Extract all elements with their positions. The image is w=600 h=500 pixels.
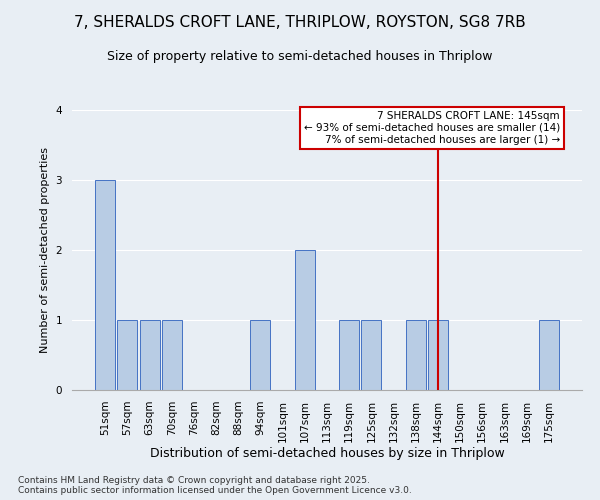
Bar bbox=[428, 320, 448, 390]
Bar bbox=[539, 320, 559, 390]
Bar bbox=[140, 320, 160, 390]
Bar bbox=[118, 320, 137, 390]
Text: Size of property relative to semi-detached houses in Thriplow: Size of property relative to semi-detach… bbox=[107, 50, 493, 63]
Text: Contains HM Land Registry data © Crown copyright and database right 2025.
Contai: Contains HM Land Registry data © Crown c… bbox=[18, 476, 412, 495]
Bar bbox=[95, 180, 115, 390]
Text: 7 SHERALDS CROFT LANE: 145sqm
← 93% of semi-detached houses are smaller (14)
7% : 7 SHERALDS CROFT LANE: 145sqm ← 93% of s… bbox=[304, 112, 560, 144]
Bar bbox=[406, 320, 426, 390]
Bar bbox=[361, 320, 382, 390]
Bar bbox=[339, 320, 359, 390]
Bar bbox=[162, 320, 182, 390]
Y-axis label: Number of semi-detached properties: Number of semi-detached properties bbox=[40, 147, 50, 353]
Bar bbox=[250, 320, 271, 390]
X-axis label: Distribution of semi-detached houses by size in Thriplow: Distribution of semi-detached houses by … bbox=[149, 448, 505, 460]
Bar bbox=[295, 250, 315, 390]
Text: 7, SHERALDS CROFT LANE, THRIPLOW, ROYSTON, SG8 7RB: 7, SHERALDS CROFT LANE, THRIPLOW, ROYSTO… bbox=[74, 15, 526, 30]
